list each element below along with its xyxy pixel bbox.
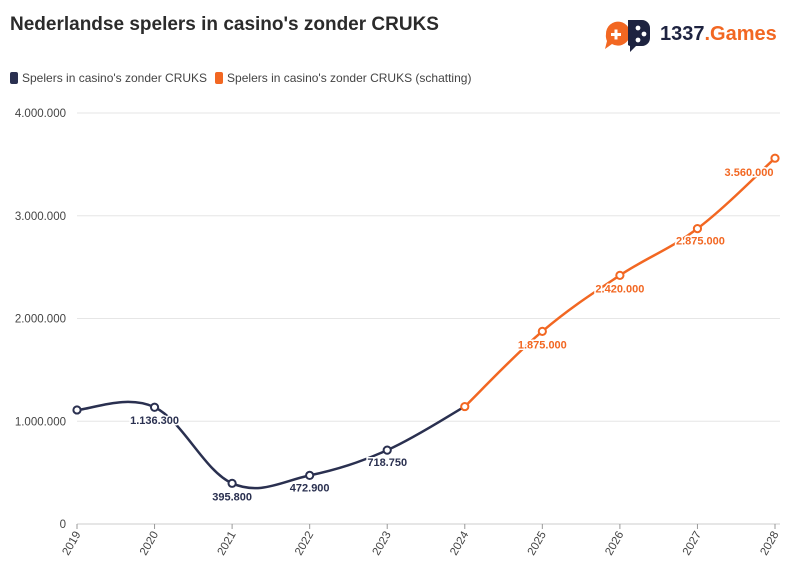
data-label: 3.560.000 [725,167,774,179]
brand-logo[interactable]: 1337.Games [602,14,777,54]
x-tick-label: 2025 [526,530,549,558]
x-tick-label: 2024 [448,529,471,558]
x-tick-label: 2027 [681,530,704,558]
y-tick-label: 3.000.000 [15,211,66,223]
data-point[interactable] [460,401,470,412]
grid-lines [77,112,780,525]
data-point[interactable] [770,153,780,163]
y-tick-label: 1.000.000 [15,416,66,428]
data-label: 1.136.300 [130,415,179,427]
brand-name-main: 1337 [660,22,705,45]
x-tick-label: 2028 [758,530,781,558]
y-axis-ticks: 0 1.000.000 2.000.000 3.000.000 4.000.000 [15,108,66,531]
legend-swatch-estimate [215,72,224,84]
data-point[interactable] [227,478,237,488]
data-label: 2.875.000 [676,236,725,248]
x-tick-label: 2023 [371,530,394,558]
data-point[interactable] [305,470,315,481]
data-label: 395.800 [212,491,252,503]
data-label: 472.900 [290,482,330,494]
x-tick-label: 2021 [216,530,239,558]
legend-swatch-actual [10,72,18,84]
gamepad-chat-logo-icon [605,20,650,52]
data-point[interactable] [72,405,82,415]
y-tick-label: 4.000.000 [15,108,66,120]
legend-label-estimate: Spelers in casino's zonder CRUKS (schatt… [227,71,472,85]
series-line-actual [75,400,467,490]
data-point[interactable] [692,223,703,234]
y-tick-label: 2.000.000 [15,314,66,326]
data-labels: 1.136.300 395.800 472.900 718.750 1.875.000 2… [129,166,775,505]
brand-name: 1337.Games [660,23,777,46]
x-tick-label: 2026 [603,530,626,558]
chart-title: Nederlandse spelers in casino's zonder C… [10,14,439,35]
data-point[interactable] [537,326,547,336]
legend: Spelers in casino's zonder CRUKS Spelers… [10,71,479,85]
data-label: 718.750 [367,457,407,469]
y-tick-label: 0 [60,519,66,531]
brand-name-suffix: .Games [704,22,777,45]
data-point[interactable] [382,445,392,455]
data-points [72,153,780,488]
x-axis-ticks: 2019 2020 2021 2022 2023 2024 2025 2026 2027 2028 [60,524,782,558]
legend-item-actual[interactable]: Spelers in casino's zonder CRUKS [10,71,207,85]
data-point[interactable] [149,402,160,412]
data-point[interactable] [615,270,625,280]
x-tick-label: 2022 [293,530,316,558]
data-label: 2.420.000 [595,283,644,295]
series-lines [75,156,777,490]
x-tick-label: 2019 [60,530,83,558]
legend-item-estimate[interactable]: Spelers in casino's zonder CRUKS (schatt… [215,71,471,85]
x-tick-label: 2020 [138,530,161,558]
data-label: 1.875.000 [518,339,567,351]
legend-label-actual: Spelers in casino's zonder CRUKS [22,71,208,85]
